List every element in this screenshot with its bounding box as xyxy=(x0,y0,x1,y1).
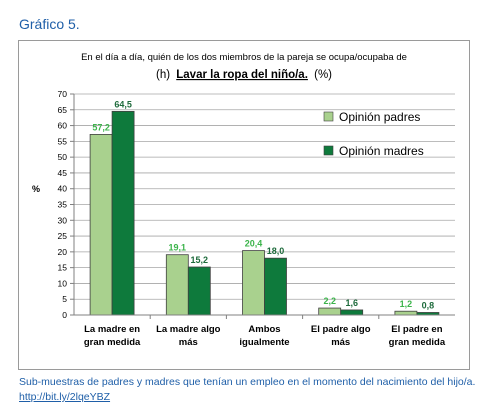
data-label: 1,6 xyxy=(345,298,358,308)
chart-title-emphasis: Lavar la ropa del niño/a. xyxy=(176,69,308,81)
bars: 57,2 64,5 19,1 15,2 20,4 18,0 2,2 1,6 1,2 0,8 xyxy=(89,99,440,316)
y-tick-label: 60 xyxy=(58,121,68,131)
chart-title-line1: En el día a día, quién de los dos miembr… xyxy=(81,52,407,63)
chart-frame xyxy=(18,40,470,370)
bar xyxy=(111,110,135,316)
y-axis: 0 5 10 15 20 25 30 35 40 45 50 55 60 65 70 xyxy=(58,89,75,320)
data-label: 15,2 xyxy=(191,255,209,265)
y-tick-label: 35 xyxy=(58,200,68,210)
bar xyxy=(89,134,113,316)
bar xyxy=(318,307,342,316)
y-axis-label: % xyxy=(32,184,40,194)
legend-swatch xyxy=(323,111,334,122)
data-label: 0,8 xyxy=(422,300,435,310)
footnote-text: Sub-muestras de padres y madres que tení… xyxy=(19,376,476,388)
y-tick-label: 10 xyxy=(58,278,68,288)
data-label: 64,5 xyxy=(114,99,132,109)
y-tick-label: 45 xyxy=(58,168,68,178)
x-tick-label: más xyxy=(179,337,198,348)
bar xyxy=(165,254,189,316)
y-tick-label: 30 xyxy=(58,215,68,225)
x-tick-label: La madre en xyxy=(84,324,140,335)
x-tick-label: igualmente xyxy=(239,337,289,348)
chart-heading: Gráfico 5. xyxy=(19,16,80,32)
x-tick-label: gran medida xyxy=(84,337,141,348)
x-tick-label: gran medida xyxy=(389,337,446,348)
y-tick-label: 5 xyxy=(62,294,67,304)
y-tick-label: 55 xyxy=(58,136,68,146)
source-link[interactable]: http://bit.ly/2lqeYBZ xyxy=(19,391,111,403)
y-tick-label: 20 xyxy=(58,247,68,257)
x-tick-label: Ambos xyxy=(248,324,280,335)
bar xyxy=(340,309,364,316)
bar xyxy=(264,257,287,316)
bar-chart: En el día a día, quién de los dos miembr… xyxy=(32,52,455,348)
bar xyxy=(394,310,418,316)
bar xyxy=(187,266,211,316)
data-label: 19,1 xyxy=(169,243,187,253)
y-tick-label: 50 xyxy=(58,152,68,162)
x-tick-label: más xyxy=(331,337,350,348)
chart-title-prefix: (h) xyxy=(156,69,170,81)
bar xyxy=(242,250,265,316)
y-tick-label: 0 xyxy=(62,310,67,320)
legend: Opinión padres Opinión madres xyxy=(323,110,424,158)
data-label: 1,2 xyxy=(400,299,413,309)
y-tick-label: 25 xyxy=(58,231,68,241)
chart-title-line2: (h) Lavar la ropa del niño/a. (%) xyxy=(156,69,332,81)
x-tick-label: El padre en xyxy=(391,324,442,335)
x-tick-label: El padre algo xyxy=(311,324,371,335)
y-tick-label: 70 xyxy=(58,89,68,99)
data-label: 18,0 xyxy=(267,246,285,256)
y-tick-label: 40 xyxy=(58,184,68,194)
data-label: 2,2 xyxy=(323,296,336,306)
x-axis: La madre en gran medida La madre algo más Am… xyxy=(74,314,455,348)
data-label: 57,2 xyxy=(92,122,110,132)
legend-label: Opinión madres xyxy=(339,144,424,158)
grid-lines xyxy=(74,93,455,300)
legend-label: Opinión padres xyxy=(339,110,420,124)
legend-swatch xyxy=(323,145,334,156)
x-tick-label: La madre algo xyxy=(156,324,221,335)
data-label: 20,4 xyxy=(245,239,263,249)
footnote: Sub-muestras de padres y madres que tení… xyxy=(19,375,475,405)
chart-title-suffix: (%) xyxy=(314,69,332,81)
y-tick-label: 65 xyxy=(58,105,68,115)
y-tick-label: 15 xyxy=(58,263,68,273)
